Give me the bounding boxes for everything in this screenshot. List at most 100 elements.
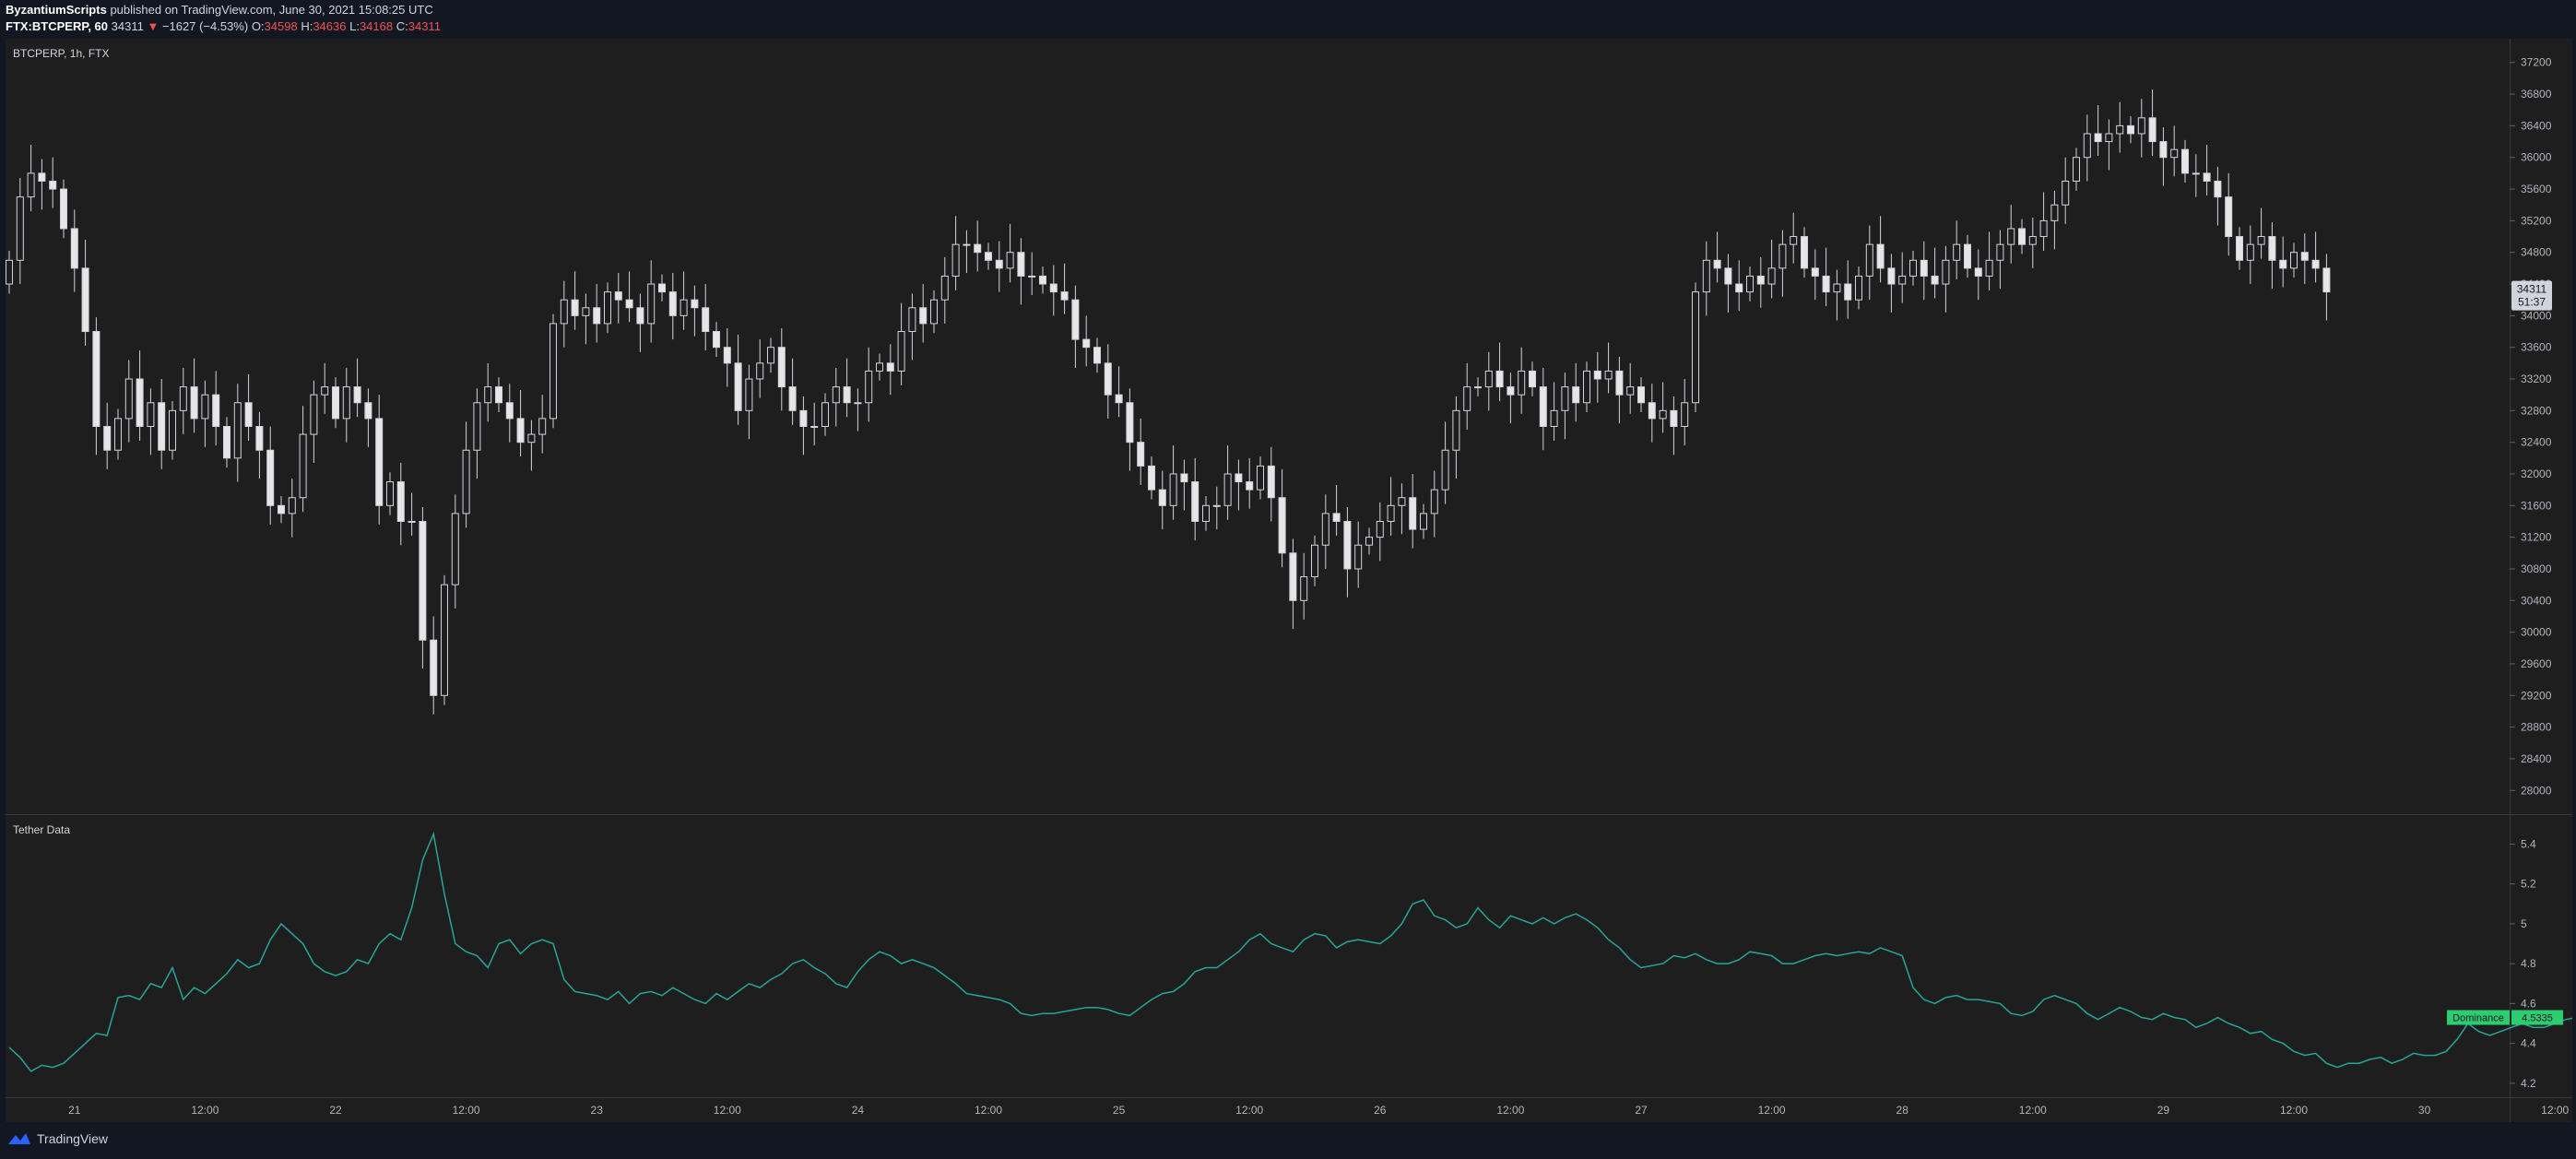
candle-body [2170, 148, 2179, 159]
candle-body [723, 347, 731, 364]
candle-body [1321, 513, 1329, 546]
candle-body [1583, 370, 1590, 404]
candle-body [114, 418, 122, 451]
candle-body [1148, 465, 1155, 491]
candle-body [16, 196, 24, 261]
candle-body [1126, 402, 1134, 443]
symbol-label: FTX:BTCPERP, 60 [6, 19, 109, 33]
candle-body [1387, 504, 1395, 522]
candle-body [201, 394, 209, 420]
candle-body [1158, 489, 1166, 506]
time-tick-label: 26 [1374, 1104, 1387, 1117]
candle-body [886, 362, 894, 372]
candle-body [2214, 180, 2222, 198]
candle-body [919, 307, 928, 325]
candle-body [1604, 370, 1613, 380]
candle-body [103, 426, 112, 451]
candle-body [974, 243, 982, 254]
candle-body [1049, 283, 1058, 293]
dominance-axis[interactable]: 4.2 4.4 4.6 4.8 5 5.2 5.4 [2510, 837, 2536, 1090]
down-arrow-icon: ▼ [147, 19, 160, 33]
candle-body [1191, 481, 1199, 522]
time-tick-label: 27 [1635, 1104, 1648, 1117]
candle-body [1953, 243, 1961, 261]
candle-body [865, 370, 873, 404]
price-tick-label: 34800 [2521, 246, 2552, 259]
candle-body [1822, 275, 1830, 293]
chart-area[interactable]: BTCPERP, 1h, FTX Tether Data 28000 28400 2… [6, 39, 2576, 1122]
time-axis[interactable]: 21 12:00 22 12:00 23 12:00 24 12:00 25 12:00 26 12:… [68, 1104, 2572, 1117]
candle-body [70, 228, 78, 269]
candle-body [843, 386, 851, 404]
candle-body [1887, 267, 1896, 285]
candle-body [1561, 386, 1569, 411]
dominance-tick-label: 4.4 [2521, 1037, 2536, 1050]
author-name[interactable]: ByzantiumScripts [6, 3, 107, 17]
candle-body [702, 307, 710, 333]
candle-body [745, 378, 753, 411]
candle-body [353, 386, 361, 404]
candle-body [1702, 259, 1710, 293]
time-tick-label: 12:00 [975, 1104, 1002, 1117]
open-label: O: [251, 19, 265, 33]
candle-body [179, 386, 187, 411]
last-price-badge: 34311 51:37 [2511, 280, 2552, 311]
candle-body [2073, 157, 2080, 182]
price-tick-label: 31600 [2521, 499, 2552, 512]
candle-body [614, 291, 622, 301]
chart-svg[interactable]: BTCPERP, 1h, FTX Tether Data 28000 28400 2… [6, 39, 2576, 1122]
candle-body [1212, 504, 1221, 507]
candle-body [2116, 124, 2124, 135]
candle-body [1692, 291, 1699, 404]
high-value: 34636 [313, 19, 347, 33]
candle-body [396, 481, 405, 522]
candle-body [2225, 196, 2233, 238]
candle-body [1615, 370, 1624, 396]
candle-body [995, 259, 1003, 269]
candle-body [963, 243, 971, 246]
candle-body [985, 252, 992, 261]
candle-body [266, 449, 275, 506]
time-tick-label: 12:00 [1235, 1104, 1263, 1117]
candle-body [2039, 219, 2048, 238]
candle-body [1006, 252, 1014, 269]
candle-body [1985, 259, 1993, 277]
candle-body [92, 331, 100, 428]
candle-body [1180, 473, 1188, 483]
candle-body [1724, 267, 1732, 285]
price-tick-label: 30400 [2521, 594, 2552, 607]
candle-body [1865, 243, 1873, 277]
price-change: −1627 (−4.53%) [161, 19, 249, 33]
dominance-tick-label: 5 [2521, 917, 2527, 930]
candle-body [1474, 386, 1482, 389]
publish-info: ByzantiumScripts published on TradingVie… [6, 3, 433, 17]
candle-body [1354, 544, 1363, 570]
candle-body [930, 299, 938, 325]
candle-body [1648, 402, 1656, 420]
candle-body [495, 386, 502, 404]
candle-body [2300, 252, 2309, 261]
candle-body [2257, 236, 2265, 245]
candle-body [288, 497, 296, 514]
candle-body [2050, 204, 2059, 221]
candle-body [1223, 473, 1232, 506]
tradingview-logo-icon [8, 1133, 30, 1144]
candle-body [124, 378, 133, 420]
candle-body [81, 267, 89, 333]
candle-body [2322, 267, 2331, 293]
candle-body [799, 409, 808, 427]
candle-body [549, 323, 557, 420]
tradingview-brand[interactable]: TradingView [7, 1131, 108, 1146]
candle-body [1920, 259, 1928, 277]
candle-body [1518, 370, 1526, 396]
candle-body [2236, 236, 2243, 261]
candle-body [1267, 465, 1275, 499]
candlestick-series [6, 89, 2331, 715]
candle-body [1278, 497, 1286, 554]
candle-body [1246, 481, 1254, 491]
candle-body [593, 307, 601, 325]
candle-body [408, 520, 416, 523]
candle-body [679, 299, 688, 316]
candle-body [1626, 386, 1635, 396]
candle-body [756, 362, 764, 380]
